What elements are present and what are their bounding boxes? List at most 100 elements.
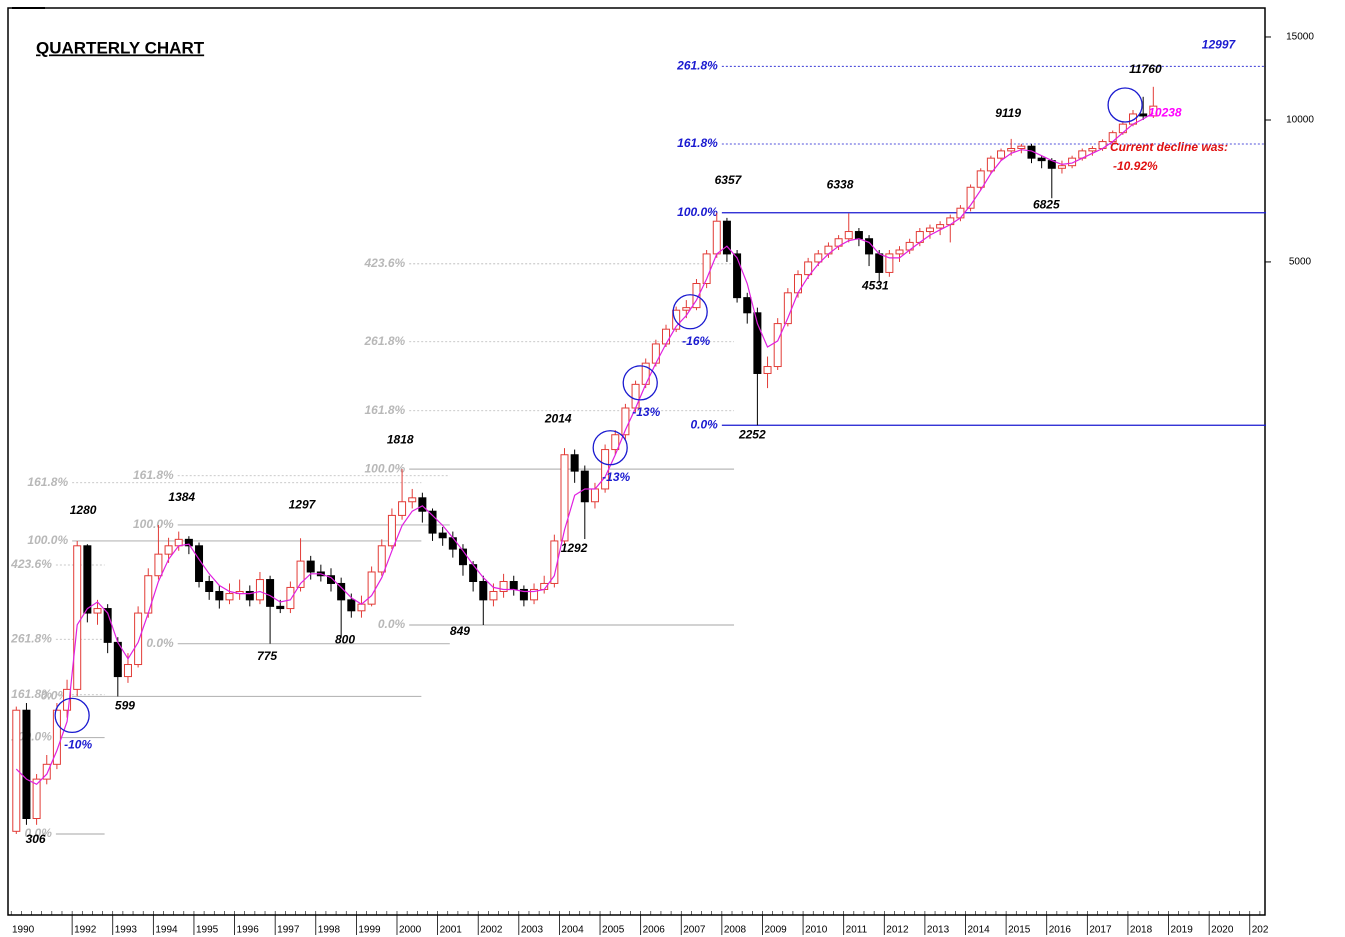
candle-body bbox=[428, 510, 437, 534]
fib-label: 161.8% bbox=[27, 475, 68, 489]
candle-body bbox=[42, 763, 51, 780]
candle-body bbox=[530, 588, 539, 601]
x-tick-label: 2011 bbox=[846, 925, 868, 936]
candle-body bbox=[1007, 148, 1016, 152]
candle-body bbox=[814, 253, 823, 263]
candle-body bbox=[936, 224, 945, 229]
note-text: -10.92% bbox=[1113, 159, 1158, 173]
candle-body bbox=[12, 709, 21, 832]
price-label: 6338 bbox=[827, 178, 854, 192]
fib-label: 100.0% bbox=[677, 205, 718, 219]
moving-average bbox=[15, 112, 1154, 786]
candle-body bbox=[32, 778, 41, 820]
candle-body bbox=[753, 312, 762, 374]
price-label: 4531 bbox=[861, 278, 889, 292]
fib-label: 0.0% bbox=[41, 689, 69, 703]
candle-body bbox=[306, 560, 315, 573]
fib-label: 161.8% bbox=[133, 468, 174, 482]
x-tick-label: 2006 bbox=[643, 925, 666, 936]
x-tick-label: 2003 bbox=[521, 925, 544, 936]
price-label: 11760 bbox=[1129, 62, 1162, 76]
price-label: 599 bbox=[115, 699, 135, 713]
candle-body bbox=[682, 307, 691, 311]
candle-body bbox=[123, 664, 132, 678]
candle-body bbox=[712, 220, 721, 255]
candle-body bbox=[103, 608, 112, 643]
candle-body bbox=[611, 434, 620, 451]
candle-body bbox=[22, 709, 31, 820]
candle-body bbox=[184, 538, 193, 547]
x-tick-label: 2012 bbox=[886, 925, 909, 936]
x-tick-label: 2016 bbox=[1049, 925, 1072, 936]
candle-body bbox=[93, 608, 102, 614]
x-tick-label: 2015 bbox=[1008, 925, 1031, 936]
candle-body bbox=[519, 588, 528, 601]
candle-body bbox=[347, 599, 356, 612]
x-tick-label: 2008 bbox=[724, 925, 747, 936]
candle-body bbox=[215, 590, 224, 601]
plot-frame bbox=[7, 7, 1266, 916]
fib-label: 0.0% bbox=[378, 617, 406, 631]
candle-body bbox=[387, 514, 396, 547]
candle-body bbox=[499, 581, 508, 592]
candle-body bbox=[651, 343, 660, 364]
x-tick-label: 1990 bbox=[12, 925, 35, 936]
candle-body bbox=[398, 501, 407, 516]
candle-body bbox=[1037, 157, 1046, 162]
candle-body bbox=[479, 581, 488, 601]
candle-body bbox=[1057, 165, 1066, 169]
candle-body bbox=[154, 553, 163, 577]
x-tick-label: 1999 bbox=[358, 925, 381, 936]
price-label: 775 bbox=[257, 649, 277, 663]
candle-body bbox=[245, 590, 254, 601]
x-tick-label: 1996 bbox=[237, 925, 260, 936]
candle-body bbox=[1149, 105, 1158, 117]
candle-body bbox=[885, 253, 894, 273]
candle-body bbox=[367, 571, 376, 605]
candle-body bbox=[296, 560, 305, 588]
candle-body bbox=[580, 470, 589, 503]
x-tick-label: 2017 bbox=[1089, 925, 1112, 936]
y-tick-label: 15000 bbox=[1286, 32, 1314, 43]
candle-body bbox=[418, 497, 427, 512]
candle-body bbox=[956, 207, 965, 219]
candle-body bbox=[773, 323, 782, 368]
candle-body bbox=[1139, 113, 1148, 117]
candle-body bbox=[976, 170, 985, 188]
candle-body bbox=[560, 454, 569, 542]
price-label: 6825 bbox=[1033, 197, 1060, 211]
x-tick-label: 2000 bbox=[399, 925, 422, 936]
x-tick-label: 2018 bbox=[1130, 925, 1153, 936]
candle-body bbox=[52, 709, 61, 765]
fib-label: 161.8% bbox=[677, 136, 718, 150]
candle-body bbox=[205, 581, 214, 592]
price-label: 1818 bbox=[387, 432, 414, 446]
circle-label: -10% bbox=[64, 738, 92, 752]
candle-body bbox=[854, 231, 863, 240]
fib-label: 100.0% bbox=[364, 461, 405, 475]
candle-body bbox=[448, 537, 457, 550]
candle-body bbox=[895, 249, 904, 255]
highlight-circle bbox=[592, 430, 628, 466]
price-label: 2014 bbox=[544, 411, 572, 425]
candle-body bbox=[408, 497, 417, 503]
x-tick-label: 2013 bbox=[927, 925, 950, 936]
y-tick-label: 10000 bbox=[1286, 115, 1314, 126]
fib-label: 261.8% bbox=[363, 334, 405, 348]
candle-body bbox=[255, 579, 264, 601]
candle-body bbox=[966, 186, 975, 209]
x-tick-label: 2005 bbox=[602, 925, 625, 936]
candle-body bbox=[266, 579, 275, 607]
candle-body bbox=[164, 545, 173, 555]
note-text: Current decline was: bbox=[1110, 140, 1228, 154]
candle-body bbox=[286, 586, 295, 610]
price-label: 2252 bbox=[738, 427, 766, 441]
candle-body bbox=[276, 605, 285, 610]
price-label: 306 bbox=[26, 832, 46, 846]
x-tick-label: 202 bbox=[1252, 925, 1269, 936]
price-label: 1292 bbox=[561, 541, 588, 555]
price-label: 9119 bbox=[995, 106, 1021, 120]
highlight-circle bbox=[1107, 87, 1143, 123]
x-tick-label: 1997 bbox=[277, 925, 300, 936]
candle-body bbox=[134, 612, 143, 666]
